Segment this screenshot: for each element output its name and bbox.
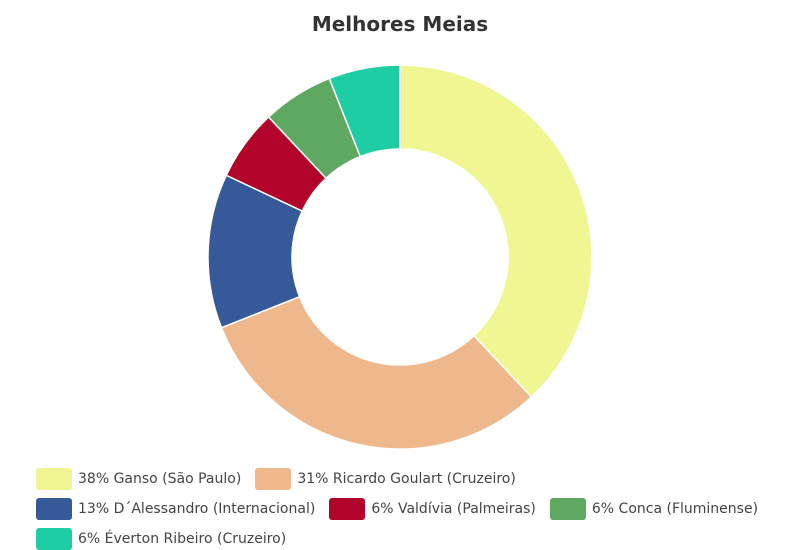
legend-swatch — [255, 468, 292, 490]
donut-slice — [399, 64, 593, 399]
legend: 38% Ganso (São Paulo) 31% Ricardo Goulart… — [36, 468, 796, 550]
chart-title: Melhores Meias — [311, 12, 489, 36]
legend-item: 6% Éverton Ribeiro (Cruzeiro) — [36, 528, 286, 550]
legend-item: 6% Valdívia (Palmeiras) — [329, 498, 536, 520]
legend-item: 13% D´Alessandro (Internacional) — [36, 498, 315, 520]
legend-label: 6% Conca (Fluminense) — [591, 501, 759, 517]
legend-item: 6% Conca (Fluminense) — [549, 498, 759, 520]
legend-label: 6% Valdívia (Palmeiras) — [371, 501, 536, 517]
legend-swatch — [36, 498, 72, 520]
legend-swatch — [36, 528, 72, 550]
donut-slice — [220, 295, 533, 450]
legend-label: 31% Ricardo Goulart (Cruzeiro) — [297, 471, 516, 487]
legend-label: 13% D´Alessandro (Internacional) — [78, 501, 316, 517]
legend-item: 31% Ricardo Goulart (Cruzeiro) — [255, 468, 516, 490]
legend-item: 38% Ganso (São Paulo) — [36, 468, 241, 490]
legend-swatch — [36, 468, 72, 490]
donut-chart — [207, 64, 593, 450]
legend-swatch — [329, 498, 366, 520]
donut-slice — [328, 64, 401, 158]
legend-label: 38% Ganso (São Paulo) — [78, 471, 242, 487]
legend-swatch — [549, 498, 586, 520]
legend-label: 6% Éverton Ribeiro (Cruzeiro) — [78, 531, 287, 547]
